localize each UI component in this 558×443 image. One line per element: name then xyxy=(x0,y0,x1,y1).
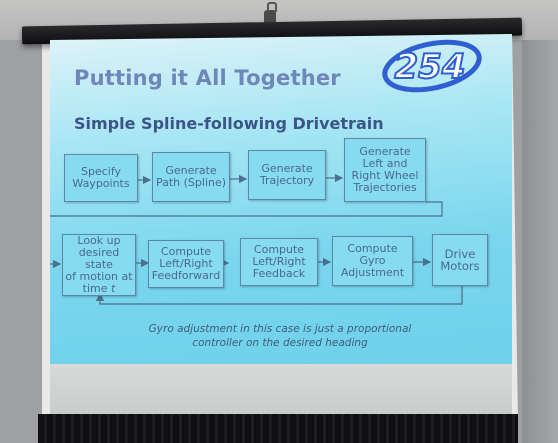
slide-title: Putting it All Together xyxy=(74,66,341,90)
wall-right xyxy=(522,40,558,443)
team-254-logo: 254 xyxy=(382,39,482,93)
box-look-up-state: Look up desired state of motion at time … xyxy=(62,234,136,296)
flow-arrows xyxy=(50,173,463,305)
presentation-slide: 254 Putting it All Together Simple Splin… xyxy=(50,34,512,364)
box-generate-path: Generate Path (Spline) xyxy=(152,152,230,202)
box-specify-waypoints: Specify Waypoints xyxy=(64,154,138,202)
wrap-line-right xyxy=(50,201,443,217)
box-drive-motors: Drive Motors xyxy=(432,234,488,286)
box-compute-feedforward: Compute Left/Right Feedforward xyxy=(148,240,224,288)
slide-caption: Gyro adjustment in this case is just a p… xyxy=(148,323,412,349)
lookup-text: Look up desired state of motion at time … xyxy=(65,234,133,295)
slide-subtitle: Simple Spline-following Drivetrain xyxy=(74,114,384,133)
screen-stand xyxy=(38,414,518,443)
box-generate-trajectory: Generate Trajectory xyxy=(248,150,326,200)
feedback-loop-line xyxy=(95,286,463,305)
logo-text: 254 xyxy=(395,47,466,87)
screen-lower-area xyxy=(50,364,512,414)
box-compute-gyro-adjustment: Compute Gyro Adjustment xyxy=(332,236,413,286)
box-compute-feedback: Compute Left/Right Feedback xyxy=(240,238,318,286)
box-generate-wheel-trajectories: Generate Left and Right Wheel Trajectori… xyxy=(344,138,426,202)
